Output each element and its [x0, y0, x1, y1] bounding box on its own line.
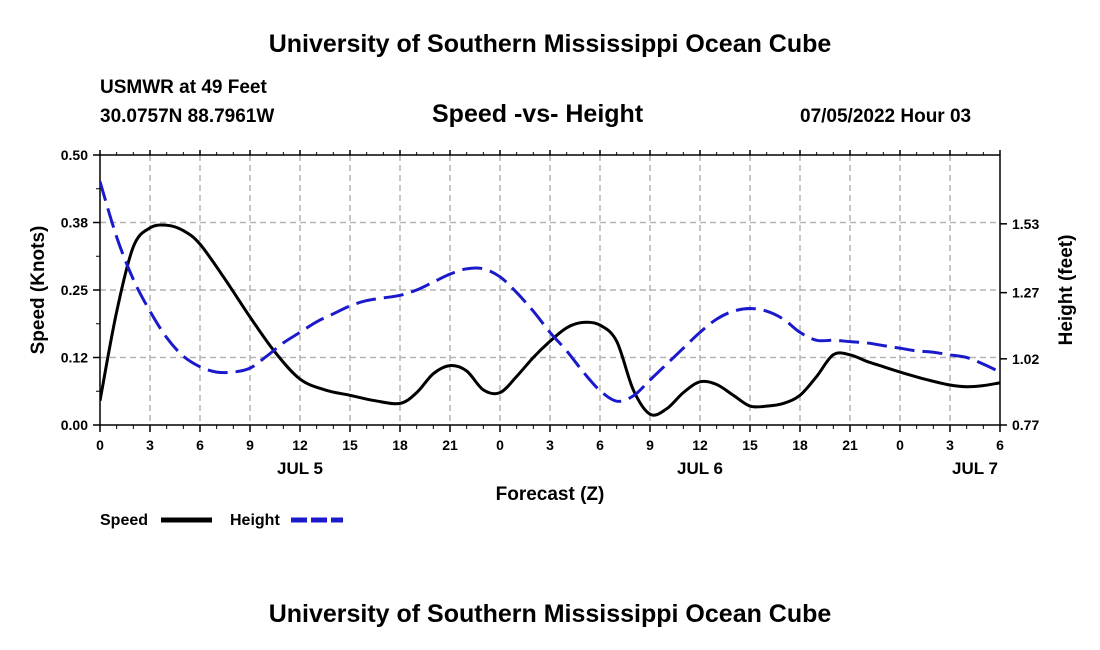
- x-tick-label: 9: [246, 437, 254, 453]
- x-tick-label: 6: [996, 437, 1004, 453]
- y-left-tick-label: 0.50: [61, 147, 88, 163]
- legend: Speed Height: [100, 512, 343, 529]
- x-tick-label: 3: [946, 437, 954, 453]
- y-axis-left-title: Speed (Knots): [28, 226, 49, 355]
- x-axis-title: Forecast (Z): [496, 484, 605, 505]
- x-tick-label: 21: [842, 437, 858, 453]
- y-left-tick-label: 0.00: [61, 417, 88, 433]
- series-line-height: [100, 181, 1000, 403]
- series-line-speed: [100, 223, 1000, 417]
- x-tick-label: 12: [292, 437, 308, 453]
- y-left-tick-label: 0.12: [61, 350, 88, 366]
- x-tick-label: 6: [196, 437, 204, 453]
- x-tick-label: 21: [442, 437, 458, 453]
- station-name: USMWR at 49 Feet: [100, 77, 267, 98]
- x-tick-label: 15: [342, 437, 358, 453]
- station-coordinates: 30.0757N 88.7961W: [100, 106, 275, 127]
- chart-title: Speed -vs- Height: [432, 100, 644, 128]
- y-right-tick-label: 1.53: [1012, 216, 1039, 232]
- x-tick-label: 18: [792, 437, 808, 453]
- x-tick-label: 0: [496, 437, 504, 453]
- x-tick-label: 0: [896, 437, 904, 453]
- grid: [100, 155, 1000, 425]
- x-tick-label: 9: [646, 437, 654, 453]
- x-tick-label: 15: [742, 437, 758, 453]
- axis-ticks: [93, 150, 1007, 432]
- y-right-tick-label: 0.77: [1012, 417, 1039, 433]
- day-label: JUL 6: [677, 459, 723, 478]
- x-tick-label: 3: [146, 437, 154, 453]
- forecast-run-time: 07/05/2022 Hour 03: [800, 106, 972, 127]
- x-tick-label: 0: [96, 437, 104, 453]
- y-left-tick-label: 0.38: [61, 215, 88, 231]
- y-left-tick-label: 0.25: [61, 282, 88, 298]
- axis-labels: 0 3 6 9 12 15 18 21 0 3 6 9 12 15 18 21 0 3 6 JUL 5 JUL 6 JUL…: [61, 147, 1040, 478]
- y-right-tick-label: 1.27: [1012, 285, 1039, 301]
- y-axis-right-title: Height (feet): [1056, 235, 1077, 346]
- day-label: JUL 5: [277, 459, 323, 478]
- bottom-title: University of Southern Mississippi Ocean…: [268, 600, 832, 628]
- x-tick-label: 3: [546, 437, 554, 453]
- x-tick-label: 12: [692, 437, 708, 453]
- x-tick-label: 18: [392, 437, 408, 453]
- main-title: University of Southern Mississippi Ocean…: [268, 30, 832, 58]
- y-right-tick-label: 1.02: [1012, 351, 1039, 367]
- legend-speed-label: Speed: [100, 512, 148, 529]
- day-label: JUL 7: [952, 459, 998, 478]
- legend-height-label: Height: [230, 512, 280, 529]
- series: [100, 181, 1000, 417]
- x-tick-label: 6: [596, 437, 604, 453]
